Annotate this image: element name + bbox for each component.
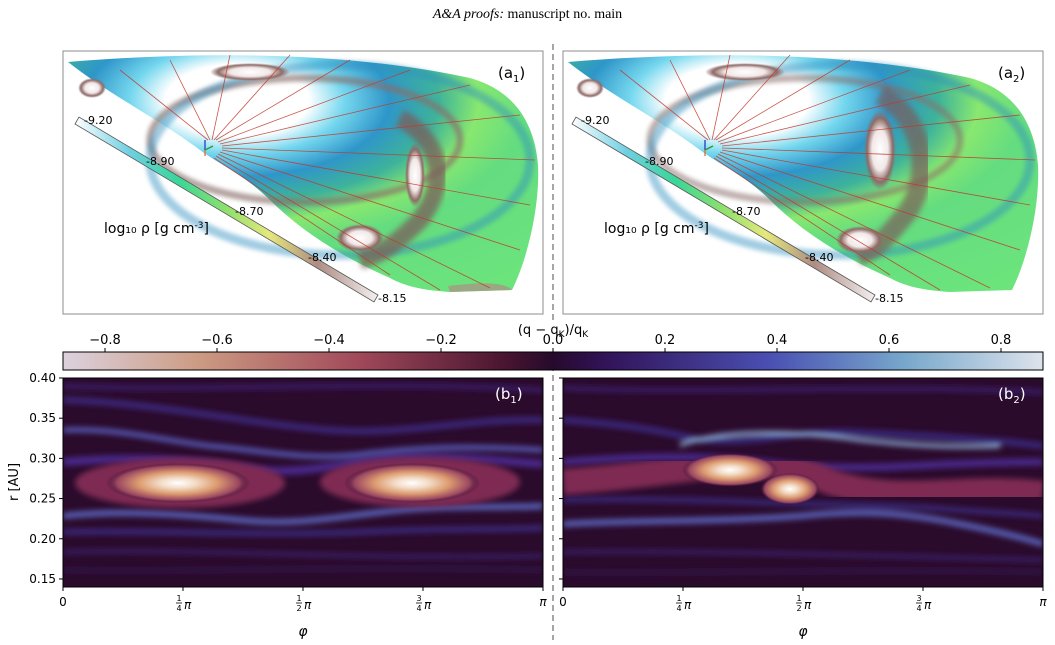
x-tick-label: π [184,598,192,612]
disk-surface [568,55,1039,293]
panel-b1: (b1) r [AU] φ 0 14 π 12 π 34 π π0.150.200.250.3… [7,371,547,640]
colorbar-tick-label: −0.4 [313,333,345,348]
y-tick-label: 0.25 [29,492,56,506]
y-axis-label: r [AU] [7,463,22,501]
journal-name: A&A proofs: [432,7,504,22]
x-tick-frac-num: 1 [296,594,301,603]
x-tick-label: π [424,598,432,612]
density-clump-3 [210,63,290,81]
disk-edge-shadow [448,283,512,292]
y-tick-label: 0.20 [29,532,56,546]
colorbar-tick-label: −0.2 [425,333,457,348]
grid-lines-a1 [119,54,536,291]
heatmap-b1 [63,378,543,587]
axis-triad-a1 [204,140,214,156]
density-clump-2 [836,226,884,254]
x-tick-label: π [539,595,547,609]
colorbar-q-title: (q − qK)/qK [518,323,589,340]
colorbar-a1-tick-2: -8.70 [235,205,263,218]
y-tick-label: 0.15 [29,572,56,586]
x-tick-label: π [804,598,812,612]
density-clump-4 [78,78,106,98]
panel-a2: -9.20 -8.90 -8.70 -8.40 -8.15 log₁₀ ρ [g… [562,50,1044,315]
colorbar-a2-tick-1: -8.90 [645,155,673,168]
x-tick-label: π [924,598,932,612]
x-tick-frac-den: 4 [416,604,421,613]
colorbar-a2: -9.20 -8.90 -8.70 -8.40 -8.15 log₁₀ ρ [g… [571,114,903,305]
x-tick-frac-den: 2 [796,604,801,613]
density-spiral-outer [357,110,447,269]
colorbar-a2-tick-4: -8.15 [875,292,903,305]
colorbar-tick-label: 0.6 [879,333,900,348]
disk-surface [68,55,539,293]
colorbar-a1-tick-3: -8.40 [308,251,336,264]
colorbar-q-bar [62,351,1044,371]
density-clump-2 [336,224,384,252]
x-tick-frac-num: 1 [176,594,181,603]
y-tick-label: 0.35 [29,411,56,425]
x-tick-frac-num: 3 [416,594,421,603]
page-header: A&A proofs: manuscript no. main [0,7,1055,23]
colorbar-a2-bar [571,116,876,303]
panel-b2-label: (b2) [998,385,1026,406]
x-tick-label: π [304,598,312,612]
y-tick-label: 0.40 [29,371,56,385]
colorbar-tick-label: −0.6 [201,333,233,348]
colorbar-q-ticks: −0.8 −0.6 −0.4 −0.2 0.0 0.2 0.4 0.6 0.8 [89,333,1011,352]
axes-ticks-b1: 0 14 π 12 π 34 π π0.150.200.250.300.350.40 [29,371,547,613]
x-tick-label: 0 [559,595,567,609]
density-clump-1 [405,143,425,207]
colorbar-a2-title: log₁₀ ρ [g cm-3] [604,221,709,237]
density-clump-4 [576,78,604,98]
x-tick-frac-num: 3 [916,594,921,603]
disk-render-a1 [68,54,539,293]
colorbar-a1-title: log₁₀ ρ [g cm-3] [104,221,209,237]
panel-b2: (b2) φ 0 14 π 12 π 34 π π [559,377,1047,640]
colorbar-a1-tick-4: -8.15 [378,292,406,305]
x-axis-label-b1: φ [298,624,308,640]
x-tick-label: π [1039,595,1047,609]
x-tick-frac-den: 2 [296,604,301,613]
colorbar-a1: -9.20 -8.90 -8.70 -8.40 -8.15 log₁₀ ρ [g… [74,114,406,305]
axes-ticks-b2: 0 14 π 12 π 34 π π [559,377,1047,613]
x-tick-label: π [684,598,692,612]
disk-render-a2 [568,54,1039,293]
density-clump-3 [705,63,785,81]
colorbar-a1-tick-1: -8.90 [146,155,174,168]
grid-lines-a2 [619,54,1036,291]
manuscript-label: manuscript no. main [507,7,623,22]
axis-triad-a2 [704,140,714,156]
x-tick-frac-den: 4 [676,604,681,613]
colorbar-a1-bar [74,116,379,303]
colorbar-tick-label: 0.4 [767,333,788,348]
panel-a1-label: (a1) [498,64,525,85]
colorbar-tick-label: 0.2 [655,333,676,348]
colorbar-tick-label: 0.8 [991,333,1012,348]
heatmap-b2 [563,378,1043,587]
panel-a2-label: (a2) [998,64,1025,85]
colorbar-a2-tick-0: -9.20 [581,114,609,127]
colorbar-tick-label: 0.0 [543,333,564,348]
x-tick-frac-num: 1 [676,594,681,603]
colorbar-a1-tick-0: -9.20 [84,114,112,127]
y-tick-label: 0.30 [29,451,56,465]
panel-a1: -9.20 -8.90 -8.70 -8.40 -8.15 log₁₀ ρ [g… [62,50,544,315]
x-tick-frac-den: 4 [176,604,181,613]
colorbar-a2-tick-2: -8.70 [732,205,760,218]
panel-b1-label: (b1) [495,385,523,406]
colorbar-tick-label: −0.8 [89,333,121,348]
x-tick-label: 0 [59,595,67,609]
colorbar-a2-tick-3: -8.40 [805,251,833,264]
colorbar-q: (q − qK)/qK −0.8 −0.6 −0.4 −0.2 0.0 0.2 0.4 0.6… [62,323,1044,371]
x-axis-label-b2: φ [798,624,808,640]
x-tick-frac-num: 1 [796,594,801,603]
x-tick-frac-den: 4 [916,604,921,613]
